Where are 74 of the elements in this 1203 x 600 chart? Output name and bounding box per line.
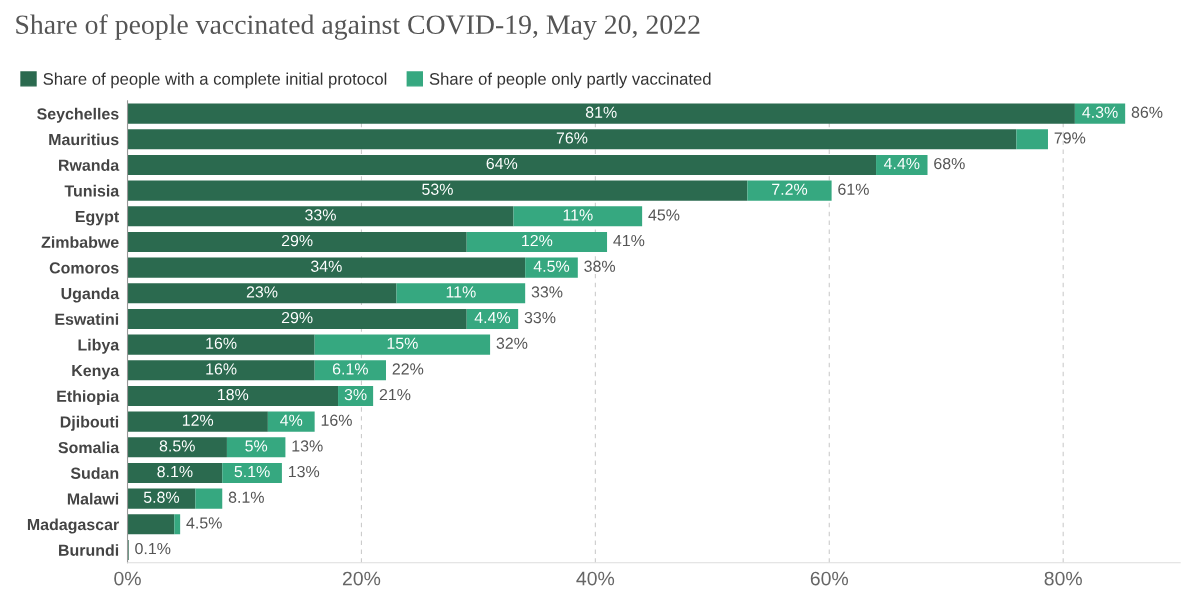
y-tick-label: Zimbabwe bbox=[41, 236, 119, 248]
chart-title: Share of people vaccinated against COVID-19, May 20, 2022 bbox=[16, 14, 700, 40]
legend-label: Share of people with a complete initial protocol bbox=[43, 72, 387, 89]
y-tick-label: Seychelles bbox=[37, 107, 119, 123]
y-tick-label: Uganda bbox=[61, 287, 120, 303]
y-tick-label: Tunisia bbox=[64, 184, 120, 197]
data-label: 7.2% bbox=[772, 183, 808, 195]
data-label: 5.1% bbox=[234, 466, 270, 478]
total-label: 4.5% bbox=[186, 517, 222, 529]
data-label: 18% bbox=[218, 388, 249, 401]
data-label: 4% bbox=[280, 414, 303, 426]
total-label: 32% bbox=[496, 337, 528, 349]
x-tick-label: 40% bbox=[576, 571, 615, 586]
data-label: 4.5% bbox=[533, 260, 570, 272]
data-label: 81% bbox=[585, 106, 617, 118]
x-tick-label: 60% bbox=[810, 571, 849, 586]
data-label: 29% bbox=[281, 234, 313, 247]
total-label: 41% bbox=[613, 235, 645, 247]
y-tick-label: Ethiopia bbox=[57, 390, 120, 406]
x-tick-label: 0% bbox=[114, 571, 141, 586]
data-label: 4.3% bbox=[1082, 106, 1118, 118]
legend-label: Share of people only partly vaccinated bbox=[429, 72, 711, 89]
total-label: 22% bbox=[392, 363, 424, 375]
y-tick-label: Comoros bbox=[49, 262, 119, 274]
y-tick-label: Malawi bbox=[67, 492, 119, 505]
total-label: 45% bbox=[648, 209, 680, 221]
total-label: 0.1% bbox=[135, 542, 171, 555]
data-label: 12% bbox=[522, 234, 553, 247]
total-label: 33% bbox=[531, 286, 563, 298]
y-tick-label: Libya bbox=[78, 338, 120, 354]
data-label: 16% bbox=[206, 337, 237, 349]
data-label: 5% bbox=[245, 440, 268, 452]
data-label: 5.8% bbox=[143, 491, 180, 503]
y-tick-label: Rwanda bbox=[59, 159, 120, 171]
total-label: 13% bbox=[288, 465, 320, 478]
data-label: 76% bbox=[556, 132, 588, 144]
y-tick-label: Somalia bbox=[58, 441, 120, 454]
y-tick-label: Sudan bbox=[70, 467, 119, 479]
data-label: 23% bbox=[246, 286, 278, 298]
data-label: 11% bbox=[446, 286, 476, 298]
data-label: 11% bbox=[563, 209, 593, 221]
total-label: 79% bbox=[1054, 132, 1086, 144]
data-label: 64% bbox=[486, 157, 518, 170]
total-label: 8.1% bbox=[228, 491, 264, 503]
data-label: 4.4% bbox=[474, 312, 511, 324]
x-tick-label: 80% bbox=[1044, 571, 1082, 586]
data-label: 15% bbox=[387, 337, 418, 349]
data-label: 3% bbox=[344, 388, 367, 401]
data-label: 53% bbox=[422, 183, 453, 195]
y-tick-label: Madagascar bbox=[27, 518, 119, 534]
total-label: 86% bbox=[1131, 106, 1163, 118]
y-tick-label: Eswatini bbox=[55, 313, 119, 325]
total-label: 21% bbox=[379, 388, 411, 401]
total-label: 38% bbox=[584, 260, 616, 272]
data-label: 8.1% bbox=[157, 465, 193, 478]
total-label: 16% bbox=[321, 414, 352, 426]
data-label: 29% bbox=[281, 311, 313, 324]
total-label: 33% bbox=[524, 311, 556, 324]
y-tick-label: Egypt bbox=[75, 211, 119, 226]
data-label: 16% bbox=[206, 363, 237, 375]
data-label: 4.4% bbox=[883, 158, 920, 170]
y-tick-label: Mauritius bbox=[49, 133, 119, 146]
total-label: 68% bbox=[934, 157, 965, 170]
data-label: 6.1% bbox=[332, 363, 368, 375]
y-tick-label: Burundi bbox=[59, 544, 119, 556]
data-label: 34% bbox=[310, 260, 342, 272]
y-tick-label: Djibouti bbox=[60, 415, 119, 431]
total-label: 61% bbox=[838, 183, 869, 195]
data-label: 33% bbox=[305, 209, 336, 221]
y-tick-label: Kenya bbox=[72, 365, 120, 380]
total-label: 13% bbox=[292, 440, 323, 452]
data-label: 12% bbox=[182, 414, 214, 426]
data-label: 8.5% bbox=[159, 440, 195, 452]
x-tick-label: 20% bbox=[342, 571, 381, 586]
